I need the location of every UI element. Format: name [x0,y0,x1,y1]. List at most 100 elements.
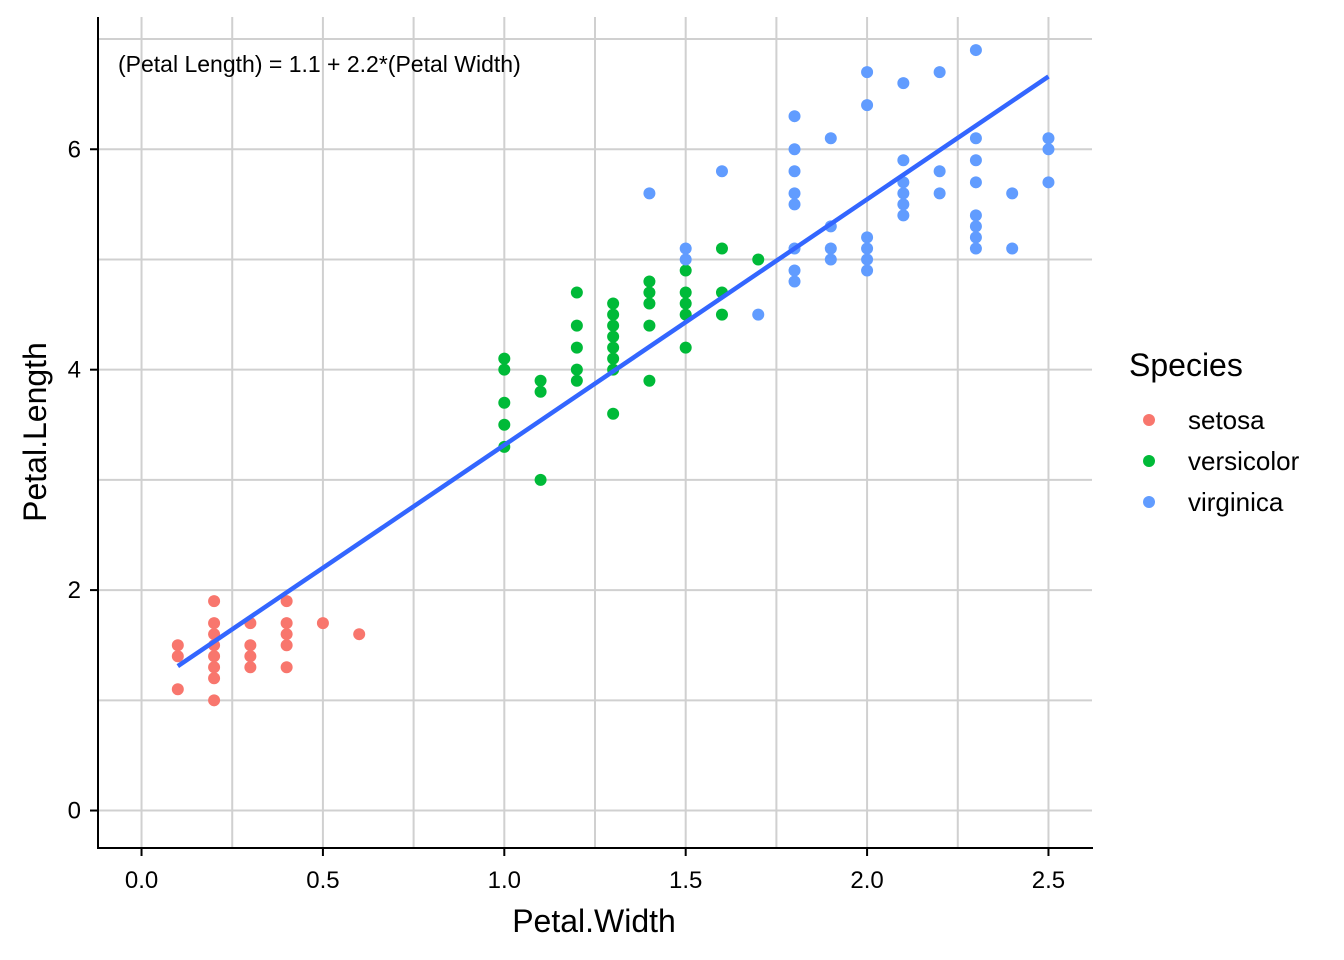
data-point-virginica [679,253,692,266]
data-point-versicolor [679,297,692,310]
data-point-virginica [969,220,982,233]
data-point-versicolor [679,286,692,299]
y-tick-label: 2 [68,577,81,604]
data-point-virginica [897,154,910,167]
data-point-versicolor [643,297,656,310]
data-point-versicolor [570,341,583,354]
data-point-setosa [280,595,293,608]
data-point-virginica [969,242,982,255]
data-point-virginica [824,242,837,255]
data-point-setosa [208,617,221,630]
x-tick-label: 0.0 [125,867,158,894]
legend-key-setosa [1143,414,1155,426]
data-point-versicolor [643,319,656,332]
data-point-virginica [1006,187,1019,200]
data-point-virginica [788,110,801,123]
data-point-virginica [897,187,910,200]
data-point-virginica [933,165,946,178]
data-point-virginica [824,253,837,266]
data-point-setosa [280,617,293,630]
data-point-virginica [1042,132,1055,145]
data-point-versicolor [498,418,511,431]
regression-layer [176,74,1050,669]
data-point-virginica [969,132,982,145]
data-point-versicolor [534,385,547,398]
data-point-versicolor [643,275,656,288]
legend-title: Species [1129,347,1243,383]
data-point-virginica [861,99,874,112]
data-point-versicolor [643,374,656,387]
x-tick-label: 2.0 [850,867,883,894]
data-point-versicolor [715,308,728,321]
data-point-virginica [715,165,728,178]
data-point-virginica [788,275,801,288]
data-point-virginica [679,242,692,255]
data-point-versicolor [570,286,583,299]
x-tick-label: 2.5 [1032,867,1065,894]
data-point-virginica [1006,242,1019,255]
data-point-virginica [969,154,982,167]
axes [97,17,1093,849]
data-point-virginica [1042,176,1055,189]
data-point-setosa [244,639,257,652]
data-point-virginica [788,198,801,211]
data-point-virginica [897,198,910,211]
data-point-virginica [861,264,874,277]
legend-key-virginica [1143,496,1155,508]
data-point-virginica [861,253,874,266]
data-point-versicolor [607,407,620,420]
data-point-virginica [643,187,656,200]
data-point-virginica [788,165,801,178]
data-point-virginica [752,308,765,321]
data-point-setosa [280,661,293,674]
data-point-versicolor [607,352,620,365]
data-point-setosa [208,595,221,608]
data-point-virginica [861,242,874,255]
data-point-setosa [353,628,366,641]
data-point-setosa [280,628,293,641]
legend-label-virginica: virginica [1188,487,1284,517]
data-point-versicolor [570,374,583,387]
data-point-setosa [244,650,257,663]
data-point-setosa [244,661,257,674]
data-point-versicolor [607,297,620,310]
data-point-virginica [861,66,874,79]
data-point-virginica [969,176,982,189]
data-point-versicolor [498,363,511,376]
x-axis-title: Petal.Width [512,903,676,939]
legend-label-setosa: setosa [1188,405,1265,435]
data-point-virginica [897,209,910,222]
regression-line [176,74,1050,669]
grid [98,17,1092,848]
data-point-versicolor [607,341,620,354]
data-point-virginica [1042,143,1055,156]
data-point-versicolor [607,308,620,321]
data-point-setosa [171,639,184,652]
x-tick-label: 0.5 [306,867,339,894]
data-point-virginica [969,231,982,244]
data-point-versicolor [498,396,511,409]
axis-ticks: 0.0 0.5 1.0 1.5 2.0 2.5 0 2 4 6 [68,136,1066,894]
data-point-setosa [208,661,221,674]
data-point-virginica [933,66,946,79]
data-point-versicolor [570,319,583,332]
legend: Species setosa versicolor virginica [1129,347,1300,517]
y-tick-label: 4 [68,357,81,384]
data-point-setosa [171,683,184,696]
data-point-versicolor [679,264,692,277]
data-point-setosa [208,672,221,685]
data-point-virginica [897,77,910,90]
data-point-versicolor [752,253,765,266]
data-point-virginica [933,187,946,200]
data-point-virginica [788,264,801,277]
data-point-virginica [788,187,801,200]
x-tick-label: 1.5 [669,867,702,894]
data-point-versicolor [715,242,728,255]
data-point-versicolor [679,341,692,354]
regression-annotation: (Petal Length) = 1.1 + 2.2*(Petal Width) [118,51,521,77]
data-point-virginica [969,209,982,222]
data-point-versicolor [534,374,547,387]
data-point-versicolor [607,319,620,332]
data-point-versicolor [607,330,620,343]
